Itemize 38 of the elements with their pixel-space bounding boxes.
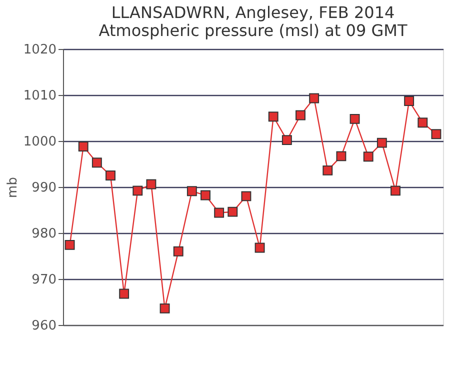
y-tick-label: 1010	[23, 88, 56, 104]
point	[322, 165, 333, 176]
text: Atmospheric pressure (msl) at 09 GMT	[98, 21, 408, 40]
y-tick-label: 970	[32, 272, 56, 288]
point	[78, 142, 88, 152]
point	[282, 135, 292, 146]
point	[254, 242, 265, 253]
point	[228, 206, 238, 217]
y-tick-label: 980	[32, 226, 56, 242]
point	[390, 186, 400, 196]
point	[350, 114, 360, 124]
point	[418, 118, 428, 128]
point	[309, 93, 320, 104]
point	[241, 191, 252, 202]
point	[64, 240, 75, 250]
point	[119, 288, 130, 299]
y-tick-label: 960	[32, 318, 56, 334]
point	[186, 186, 197, 196]
point	[363, 152, 374, 162]
point	[336, 151, 346, 162]
point	[200, 190, 210, 200]
point	[92, 158, 102, 168]
point	[376, 138, 387, 148]
point	[404, 96, 414, 106]
point	[214, 208, 224, 218]
point	[146, 179, 156, 190]
point	[160, 303, 170, 314]
point	[173, 246, 184, 256]
point	[106, 170, 116, 180]
point	[296, 110, 306, 120]
y-tick-label: 1020	[23, 42, 56, 58]
y-axis-title: mb	[5, 177, 20, 198]
point	[132, 186, 143, 196]
y-tick-label: 1000	[23, 134, 56, 150]
point	[268, 112, 278, 122]
text: LLANSADWRN, Anglesey, FEB 2014	[111, 3, 395, 22]
point	[431, 129, 442, 140]
y-tick-label: 990	[32, 180, 56, 196]
